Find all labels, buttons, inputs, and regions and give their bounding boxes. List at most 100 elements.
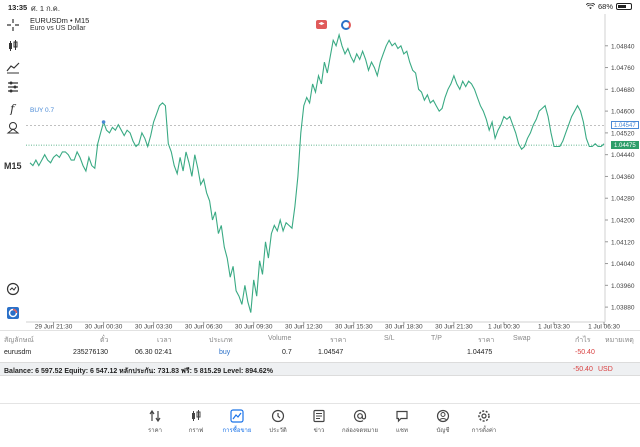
crosshair-icon[interactable] — [5, 18, 21, 32]
y-tick-label: 1.04280 — [611, 196, 635, 203]
nav-settings[interactable]: การตั้งค่า — [464, 409, 504, 435]
battery-icon — [616, 3, 632, 10]
nav-news[interactable]: ข่าว — [299, 409, 339, 435]
nav-quotes[interactable]: ราคา — [135, 409, 175, 435]
total-profit: -50.40 — [573, 366, 593, 373]
battery-percent: 68% — [597, 2, 613, 11]
position-current-price: 1.04475 — [467, 349, 493, 356]
x-tick-label: 29 Jun 21:30 — [35, 324, 73, 331]
chart-title-sep: • — [70, 16, 73, 25]
nav-label-chat: แชท — [396, 428, 408, 434]
y-tick-label: 1.04200 — [611, 218, 635, 225]
nav-label-settings: การตั้งค่า — [471, 428, 497, 434]
y-tick-label: 1.04600 — [611, 109, 635, 116]
x-tick-label: 30 Jun 21:30 — [435, 324, 473, 331]
x-tick-label: 30 Jun 15:30 — [335, 324, 373, 331]
col-volume: Volume — [268, 335, 292, 342]
nav-history[interactable]: ประวัติ — [258, 409, 298, 435]
col-symbol: สัญลักษณ์ — [4, 337, 34, 344]
x-tick-label: 30 Jun 12:30 — [285, 324, 323, 331]
position-type: buy — [219, 349, 231, 356]
position-profit: -50.40 — [575, 349, 595, 356]
status-right: 68% — [585, 2, 632, 11]
y-tick-label: 1.04360 — [611, 174, 635, 181]
trade-chart-icon — [230, 409, 244, 423]
chart-symbol-title: EURUSDm • M15 — [30, 16, 89, 25]
col-comment: หมายเหตุ — [605, 337, 634, 344]
x-tick-label: 30 Jun 03:30 — [135, 324, 173, 331]
col-swap: Swap — [513, 335, 531, 342]
x-tick-label: 30 Jun 09:30 — [235, 324, 273, 331]
buy-entry-marker — [101, 120, 106, 124]
col-type: ประเภท — [209, 337, 233, 344]
nav-charts[interactable]: กราฟ — [176, 409, 216, 435]
position-ticket: 235276130 — [73, 349, 109, 356]
indicators-icon[interactable] — [5, 60, 21, 74]
nav-trade[interactable]: การซื้อขาย — [217, 409, 257, 435]
nav-label-history: ประวัติ — [269, 428, 287, 434]
col-price: ราคา — [330, 337, 347, 344]
timeframe-button[interactable]: M15 — [4, 161, 22, 171]
at-icon — [353, 409, 367, 423]
col-tp: T/P — [431, 335, 442, 342]
y-tick-label: 1.04040 — [611, 261, 635, 268]
bottom-nav: ราคา กราฟ การซื้อขาย ประวัติ ข่าว กล่องจ… — [0, 403, 640, 447]
position-time: 06.30 02:41 — [135, 349, 172, 356]
nav-account[interactable]: บัญชี — [423, 409, 463, 435]
price-chart[interactable]: 29 Jun 21:30 30 Jun 00:30 30 Jun 03:30 30 J… — [26, 14, 640, 330]
y-tick-label: 1.03960 — [611, 283, 635, 290]
x-tick-label: 30 Jun 18:30 — [385, 324, 423, 331]
y-tick-label: 1.04440 — [611, 152, 635, 159]
chart-type-icon[interactable] — [5, 39, 21, 53]
status-date: ศ. 1 ก.ค. — [31, 4, 60, 13]
nav-label-account: บัญชี — [436, 428, 450, 434]
candles-icon — [192, 410, 201, 421]
svg-text:f: f — [9, 102, 17, 115]
history-icon — [271, 409, 285, 423]
balance-text: Balance: 6 597.52 Equity: 6 547.12 หลักป… — [4, 368, 273, 375]
shapes-icon[interactable] — [5, 121, 21, 135]
nav-mailbox[interactable]: กล่องจดหมาย — [340, 409, 380, 435]
function-icon[interactable]: f — [5, 101, 21, 115]
col-sl: S/L — [384, 335, 395, 342]
buy-line-label: BUY 0.7 — [30, 107, 55, 114]
chart-canvas[interactable]: 29 Jun 21:30 30 Jun 00:30 30 Jun 03:30 30 J… — [26, 14, 640, 330]
positions-header: สัญลักษณ์ ตั๋ว เวลา ประเภท Volume ราคา S… — [0, 330, 640, 345]
status-time: 13:35 — [8, 3, 28, 12]
y-tick-label: 1.04760 — [611, 65, 635, 72]
position-open-price: 1.04547 — [318, 349, 344, 356]
account-currency: USD — [598, 366, 613, 373]
y-tick-label: 1.04520 — [611, 130, 635, 137]
price-series-line — [29, 32, 605, 313]
y-tick-label: 1.04120 — [611, 239, 635, 246]
chart-symbol: EURUSDm — [30, 16, 68, 25]
x-tick-label: 1 Jul 06:30 — [588, 324, 620, 331]
nav-label-trade: การซื้อขาย — [222, 428, 252, 434]
one-click-trading-icon[interactable] — [341, 20, 351, 30]
account-summary: Balance: 6 597.52 Equity: 6 547.12 หลักป… — [0, 362, 640, 376]
app-logo-icon[interactable] — [5, 306, 21, 320]
buy-price-tag: 1.04547 — [611, 120, 639, 129]
nav-label-charts: กราฟ — [188, 428, 204, 434]
nav-label-news: ข่าว — [313, 428, 325, 434]
objects-icon[interactable] — [5, 80, 21, 94]
position-row[interactable]: eurusdm 235276130 06.30 02:41 buy 0.7 1.… — [0, 345, 640, 361]
settings-icon — [478, 410, 490, 422]
chart-symbol-description: Euro vs US Dollar — [30, 25, 86, 32]
zoom-chart-icon[interactable] — [5, 282, 21, 296]
col-ticket: ตั๋ว — [100, 337, 109, 344]
wifi-icon — [585, 3, 595, 10]
col-current: ราคา — [478, 337, 495, 344]
nav-label-quotes: ราคา — [148, 428, 162, 434]
chart-timeframe: M15 — [74, 16, 90, 25]
x-tick-label: 1 Jul 03:30 — [538, 324, 570, 331]
trade-signal-icon[interactable]: ◂▸ — [316, 20, 327, 29]
x-tick-label: 30 Jun 06:30 — [185, 324, 223, 331]
position-volume: 0.7 — [282, 349, 292, 356]
nav-chat[interactable]: แชท — [382, 409, 422, 435]
news-icon — [313, 409, 325, 423]
arrows-updown-icon — [149, 409, 161, 423]
chart-toolbar: f M15 — [0, 14, 26, 330]
chart-badges: ◂▸ — [316, 20, 351, 30]
col-time: เวลา — [157, 337, 172, 344]
